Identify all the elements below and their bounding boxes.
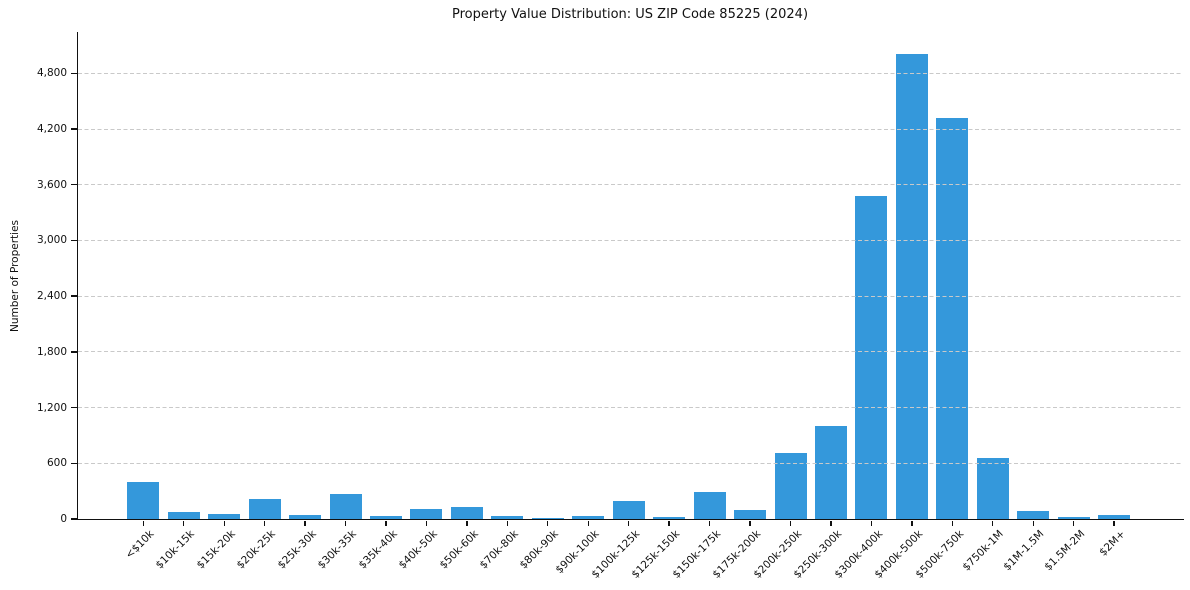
x-axis-tick [142, 520, 144, 526]
y-axis-tick [71, 351, 78, 353]
x-axis-tick-label: $70k-80k [477, 528, 521, 572]
bar [976, 457, 1009, 519]
y-axis-tick-label: 1,800 [36, 345, 67, 358]
plot-area: 0 600 1,200 1,800 2,400 3,000 3,600 4,200 4,800 <… [37, 32, 1184, 581]
y-axis-label-text: Number of Properties [9, 219, 22, 332]
x-axis-tick [304, 520, 306, 526]
x-axis-tick [425, 520, 428, 526]
bar [895, 53, 928, 519]
x-axis-tick-label: $750k-1M [960, 528, 1007, 574]
bar [450, 506, 483, 519]
bar [814, 426, 847, 519]
y-axis-tick [71, 462, 78, 464]
y-axis-tick [71, 239, 78, 242]
bar [612, 501, 645, 519]
x-axis-tick [506, 520, 509, 526]
bar [653, 517, 686, 519]
x-axis-tick-label: $10k-15k [153, 528, 198, 572]
x-axis-tick [385, 520, 387, 526]
x-axis-tick [183, 520, 185, 526]
y-gridline [78, 295, 1181, 297]
y-axis-tick-label: 1,200 [36, 401, 67, 414]
x-axis-tick-label: $35k-40k [356, 528, 400, 572]
bar [734, 509, 767, 519]
bar [491, 516, 524, 519]
y-axis-tick-label: 3,000 [36, 234, 67, 247]
y-gridline [78, 407, 1181, 409]
x-axis-tick-label: $25k-30k [275, 528, 319, 572]
x-axis-tick [1113, 520, 1115, 526]
x-axis-tick [628, 520, 630, 526]
y-gridline [78, 462, 1181, 464]
y-axis-label: Number of Properties [2, 32, 28, 519]
x-axis-tick [1072, 520, 1075, 526]
x-axis-tick-label: $50k-60k [437, 528, 481, 572]
y-axis-tick-label: 2,400 [36, 290, 67, 303]
bar [936, 117, 969, 519]
y-axis-tick [71, 295, 78, 297]
x-axis-tick [992, 520, 994, 526]
x-axis-tick [749, 520, 751, 526]
bar [1057, 516, 1090, 519]
bar [693, 492, 726, 519]
y-axis-tick [71, 128, 78, 130]
y-axis-tick [71, 406, 78, 409]
x-axis-tick [587, 520, 589, 526]
bar [167, 511, 200, 519]
x-axis-tick [223, 520, 225, 526]
x-axis-tick [911, 520, 913, 526]
bar [855, 195, 888, 519]
y-axis-tick [71, 184, 78, 186]
x-axis-tick [870, 520, 873, 526]
x-axis-tick [466, 520, 468, 526]
x-axis-tick-label: $30k-35k [315, 528, 360, 572]
bar [127, 481, 160, 519]
x-axis-tick [668, 520, 670, 526]
bar [572, 516, 605, 519]
y-gridline [78, 239, 1181, 241]
y-axis-tick [71, 518, 78, 520]
y-axis-tick [71, 72, 78, 74]
x-axis-tick-label: $1M-1.5M [1001, 528, 1047, 574]
x-axis-tick [789, 520, 792, 526]
bar [1098, 514, 1131, 519]
x-axis-tick [547, 520, 549, 526]
y-gridline [78, 128, 1181, 130]
bar [329, 493, 362, 519]
y-axis-tick-label: 600 [46, 457, 67, 470]
bar [370, 516, 402, 519]
y-axis-tick-label: 4,200 [36, 123, 67, 136]
bar [208, 513, 241, 519]
x-axis-tick [830, 520, 832, 526]
x-axis-tick-label: $15k-20k [194, 528, 238, 572]
bar [774, 453, 807, 519]
x-axis-tick-label: $20k-25k [234, 528, 279, 572]
x-axis-tick [263, 520, 266, 526]
y-axis-tick-label: 4,800 [36, 67, 67, 80]
bar [248, 498, 281, 519]
x-axis-tick [708, 520, 711, 526]
bar [410, 508, 443, 519]
x-axis-tick-label: <$10k [123, 528, 157, 562]
y-gridline [78, 184, 1181, 186]
bar [531, 517, 564, 519]
x-axis-tick [951, 520, 953, 526]
x-axis-tick-label: $40k-50k [396, 528, 440, 572]
bar [1017, 510, 1050, 519]
x-axis-tick-label: $2M+ [1097, 528, 1128, 559]
x-axis-tick [1032, 520, 1034, 526]
y-gridline [78, 72, 1181, 74]
y-gridline [78, 351, 1181, 353]
y-axis-tick-label: 3,600 [36, 178, 67, 191]
x-axis-tick-label: $1.5M-2M [1041, 528, 1088, 574]
bar [289, 515, 322, 519]
y-axis-tick-label: 0 [60, 513, 67, 525]
x-axis-tick [344, 520, 347, 526]
chart-title: Property Value Distribution: US ZIP Code… [451, 7, 809, 22]
